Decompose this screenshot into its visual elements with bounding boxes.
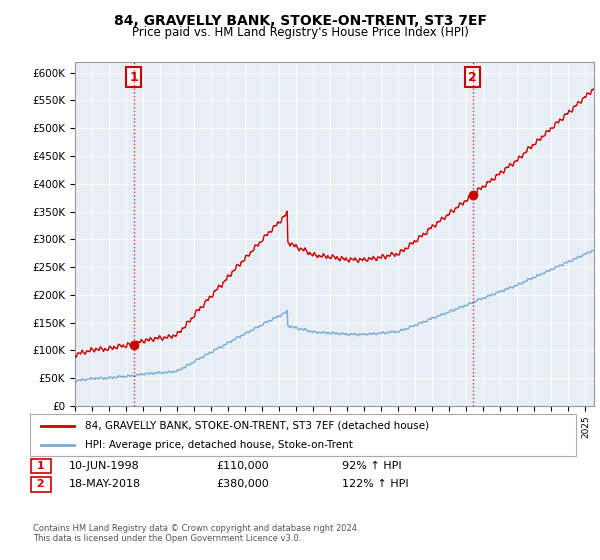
Text: 18-MAY-2018: 18-MAY-2018 bbox=[69, 479, 141, 489]
Text: 2: 2 bbox=[33, 479, 49, 489]
Text: HPI: Average price, detached house, Stoke-on-Trent: HPI: Average price, detached house, Stok… bbox=[85, 440, 352, 450]
Text: 1: 1 bbox=[33, 461, 49, 471]
Text: 84, GRAVELLY BANK, STOKE-ON-TRENT, ST3 7EF (detached house): 84, GRAVELLY BANK, STOKE-ON-TRENT, ST3 7… bbox=[85, 421, 429, 431]
Text: Price paid vs. HM Land Registry's House Price Index (HPI): Price paid vs. HM Land Registry's House … bbox=[131, 26, 469, 39]
Text: 122% ↑ HPI: 122% ↑ HPI bbox=[342, 479, 409, 489]
Text: 10-JUN-1998: 10-JUN-1998 bbox=[69, 461, 140, 471]
Text: 2: 2 bbox=[469, 71, 477, 83]
Text: Contains HM Land Registry data © Crown copyright and database right 2024.
This d: Contains HM Land Registry data © Crown c… bbox=[33, 524, 359, 543]
Text: £380,000: £380,000 bbox=[216, 479, 269, 489]
Text: 1: 1 bbox=[129, 71, 138, 83]
Text: £110,000: £110,000 bbox=[216, 461, 269, 471]
Text: 92% ↑ HPI: 92% ↑ HPI bbox=[342, 461, 401, 471]
Text: 84, GRAVELLY BANK, STOKE-ON-TRENT, ST3 7EF: 84, GRAVELLY BANK, STOKE-ON-TRENT, ST3 7… bbox=[113, 14, 487, 28]
